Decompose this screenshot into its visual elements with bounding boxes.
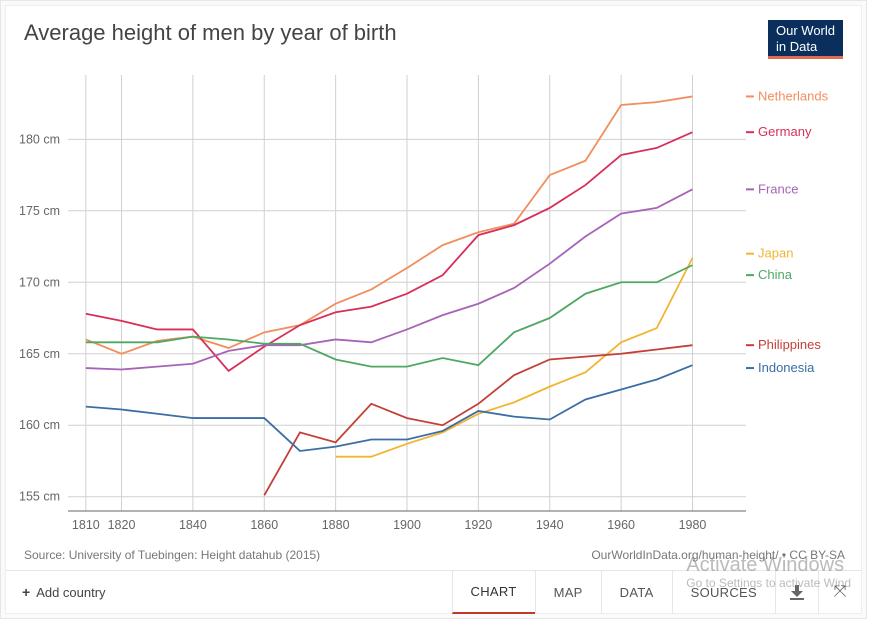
tab-data[interactable]: DATA (601, 571, 672, 613)
share-icon: ⤧ (834, 583, 847, 601)
series-label-germany: Germany (758, 124, 812, 139)
y-tick-label: 160 cm (19, 418, 60, 432)
chart-footer: + Add country CHART MAP DATA SOURCES ⤧ (6, 570, 861, 613)
owid-badge-line1: Our World (776, 23, 835, 39)
x-tick-label: 1840 (179, 518, 207, 532)
x-tick-label: 1980 (679, 518, 707, 532)
chart-inner: Average height of men by year of birth O… (5, 5, 862, 614)
download-button[interactable] (775, 571, 818, 613)
series-line-indonesia (86, 365, 693, 451)
x-tick-label: 1920 (464, 518, 492, 532)
y-tick-label: 175 cm (19, 204, 60, 218)
download-icon (790, 585, 804, 599)
add-country-label: Add country (36, 585, 105, 600)
y-tick-label: 170 cm (19, 275, 60, 289)
x-tick-label: 1810 (72, 518, 100, 532)
add-country-button[interactable]: + Add country (6, 571, 122, 613)
series-label-france: France (758, 182, 798, 197)
owid-badge-line2: in Data (776, 39, 835, 55)
chart-title: Average height of men by year of birth (24, 20, 397, 46)
series-label-japan: Japan (758, 246, 793, 261)
tab-sources[interactable]: SOURCES (672, 571, 775, 613)
x-tick-label: 1900 (393, 518, 421, 532)
y-tick-label: 155 cm (19, 490, 60, 504)
source-right: OurWorldInData.org/human-height/ • CC BY… (591, 548, 845, 562)
chart-card: Average height of men by year of birth O… (0, 0, 867, 619)
x-tick-label: 1860 (250, 518, 278, 532)
tab-map[interactable]: MAP (535, 571, 601, 613)
y-tick-label: 180 cm (19, 133, 60, 147)
plus-icon: + (22, 584, 30, 600)
series-label-indonesia: Indonesia (758, 360, 815, 375)
chart-svg: 155 cm 160 cm 165 cm 170 cm 175 cm 180 cm 1810… (6, 65, 856, 545)
x-tick-label: 1960 (607, 518, 635, 532)
y-tick-label: 165 cm (19, 347, 60, 361)
owid-badge: Our World in Data (768, 20, 843, 59)
share-button[interactable]: ⤧ (818, 571, 861, 613)
source-left: Source: University of Tuebingen: Height … (24, 548, 320, 562)
x-tick-label: 1940 (536, 518, 564, 532)
series-line-netherlands (86, 97, 693, 354)
series-label-netherlands: Netherlands (758, 89, 829, 104)
series-label-philippines: Philippines (758, 337, 821, 352)
series-line-china (86, 265, 693, 366)
series-label-china: China (758, 267, 793, 282)
source-row: Source: University of Tuebingen: Height … (6, 546, 861, 570)
footer-spacer (122, 571, 452, 613)
chart-header: Average height of men by year of birth O… (6, 6, 861, 65)
x-tick-label: 1880 (322, 518, 350, 532)
chart-plot-area: 155 cm 160 cm 165 cm 170 cm 175 cm 180 cm 1810… (6, 65, 861, 546)
x-tick-label: 1820 (108, 518, 136, 532)
tab-chart[interactable]: CHART (452, 571, 535, 614)
